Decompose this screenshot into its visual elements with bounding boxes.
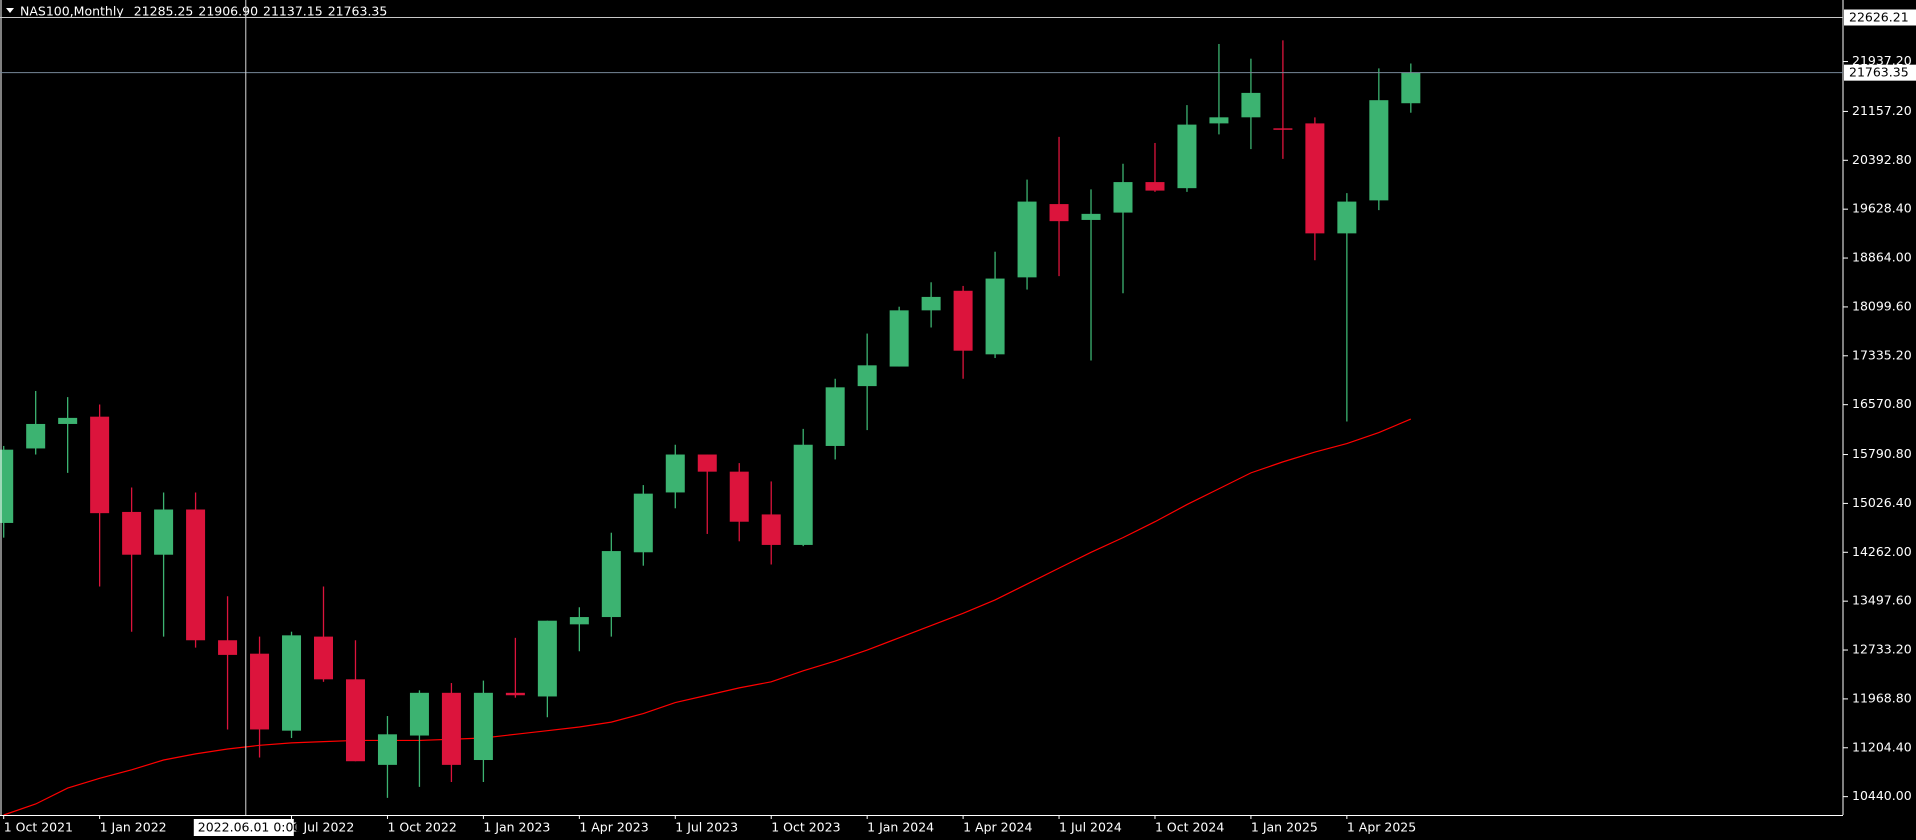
x-tick-label: 1 Oct 2024 [1155,820,1224,835]
candle-body [569,617,589,625]
candle-body [505,692,525,696]
candle-body [633,493,653,553]
x-tick-label: 1 Oct 2021 [4,820,73,835]
price-label-box [1844,9,1916,26]
candle-body [122,511,142,555]
y-tick-label: 20392.80 [1852,152,1912,167]
y-tick-label: 21937.20 [1852,53,1912,68]
chart-title: NAS100,Monthly [20,4,124,19]
x-tick-label: 1 Jul 2023 [675,820,738,835]
candle-body [697,454,717,472]
candle-body [1241,92,1261,118]
candle-body [58,417,78,424]
candle-body [953,290,973,351]
candle-body [1305,123,1325,234]
candle-body [665,454,685,493]
candle-body [0,449,14,523]
title-marker [6,8,14,13]
candle-body [1401,72,1421,104]
candle-body [729,471,749,522]
candle-body [601,551,621,618]
x-tick-label: 1 Oct 2023 [771,820,840,835]
candle-body [186,509,206,641]
candle-body [154,509,174,555]
candle-body [1273,128,1293,130]
y-tick-label: 21157.20 [1852,103,1912,118]
candle-body [1113,182,1133,213]
x-tick-label: 1 Apr 2024 [963,820,1032,835]
candle-body [345,679,365,762]
price-label: 21763.35 [1849,65,1909,80]
y-tick-label: 11204.40 [1852,739,1912,754]
price-label: 22626.21 [1849,10,1909,25]
candle-body [26,423,46,449]
y-tick-label: 12733.20 [1852,642,1912,657]
candle-body [793,444,813,545]
y-tick-label: 18864.00 [1852,250,1912,265]
price-label-box [1844,64,1916,81]
y-tick-label: 13497.60 [1852,593,1912,608]
candle-body [473,692,493,761]
y-tick-label: 15026.40 [1852,495,1912,510]
x-tick-label: 1 Jul 2022 [292,820,355,835]
y-tick-label: 19628.40 [1852,201,1912,216]
x-tick-label: 1 Jan 2022 [100,820,167,835]
y-tick-label: 17335.20 [1852,347,1912,362]
title-value: 21137.15 [263,4,323,19]
title-value: 21906.90 [198,4,258,19]
y-tick-label: 14262.00 [1852,544,1912,559]
candle-body [761,514,781,545]
candle-body [1369,100,1389,201]
y-tick-label: 11968.80 [1852,690,1912,705]
candle-body [282,635,302,731]
candle-body [409,692,429,736]
candle-body [985,278,1005,355]
candle-body [377,734,397,765]
x-tick-label: 1 Apr 2025 [1347,820,1416,835]
x-tick-label: 1 Apr 2023 [579,820,648,835]
candle-body [314,636,333,680]
x-tick-label: 1 Jan 2024 [867,820,934,835]
candle-body [441,692,461,765]
x-tick-label: 1 Jul 2024 [1059,820,1122,835]
y-tick-label: 15790.80 [1852,446,1912,461]
y-tick-label: 18099.60 [1852,298,1912,313]
candle-body [218,640,238,655]
crosshair-label-box [193,819,294,836]
candle-body [250,653,270,730]
candle-body [1049,204,1069,222]
plot-area [0,40,1421,816]
candle-body [889,310,909,367]
title-value: 21763.35 [328,4,388,19]
crosshair-label: 2022.06.01 0:00 [198,820,302,835]
candle-body [825,387,845,446]
x-tick-label: 1 Jan 2023 [483,820,550,835]
candle-body [857,365,877,387]
candle-body [1177,124,1197,189]
y-tick-label: 16570.80 [1852,396,1912,411]
candle-body [1209,117,1229,124]
y-tick-label: 10440.00 [1852,788,1912,803]
candle-body [1017,201,1037,278]
x-tick-label: 1 Oct 2022 [387,820,456,835]
candle-body [90,416,110,514]
moving-average-line [3,418,1412,816]
candle-body [537,620,557,697]
title-value: 21285.25 [134,4,194,19]
candle-body [1337,201,1357,234]
candle-body [921,296,941,311]
x-tick-label: 1 Jan 2025 [1251,820,1318,835]
candle-body [1081,213,1101,220]
candle-body [1145,182,1165,191]
